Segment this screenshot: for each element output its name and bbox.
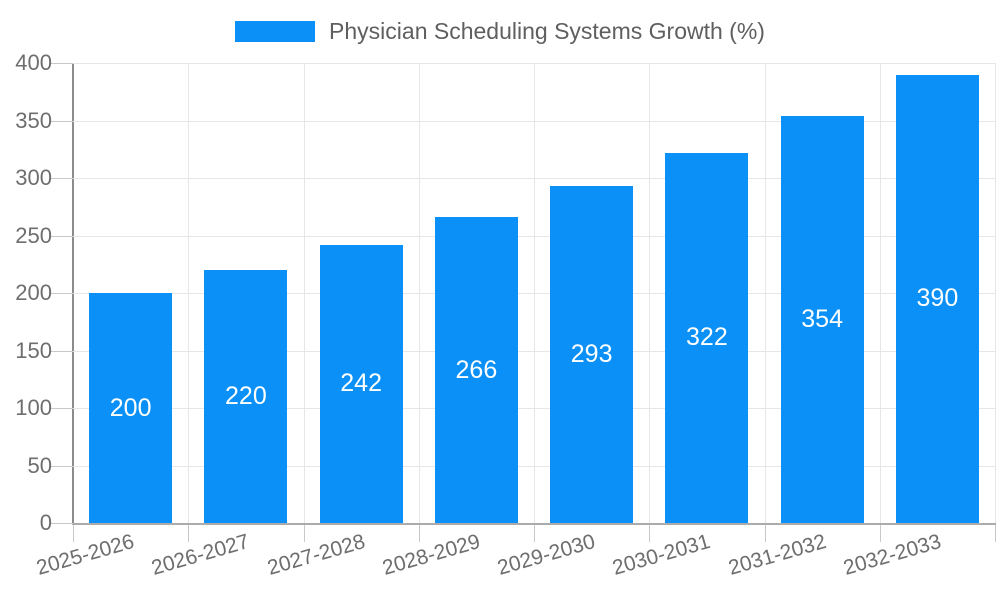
x-gridline xyxy=(995,63,996,523)
bar-value-label: 220 xyxy=(225,382,267,410)
bar[interactable]: 322 xyxy=(665,152,749,523)
y-axis-tick-label: 0 xyxy=(39,510,52,535)
y-tick-mark xyxy=(51,120,73,122)
y-tick-mark xyxy=(51,63,73,64)
x-axis-tick-label: 2025-2026 xyxy=(34,530,137,580)
x-gridline xyxy=(764,63,766,523)
x-gridline xyxy=(188,63,190,523)
y-tick-mark xyxy=(51,523,73,524)
bar-value-label: 354 xyxy=(801,304,843,333)
x-gridline xyxy=(303,63,305,523)
x-tick-mark xyxy=(188,525,190,542)
x-gridline xyxy=(418,63,420,523)
x-gridline xyxy=(534,63,535,523)
x-axis-tick-label: 2026-2027 xyxy=(149,530,253,580)
x-tick-mark xyxy=(303,525,305,542)
x-tick-mark xyxy=(73,525,74,542)
y-axis-tick-label: 300 xyxy=(15,165,52,190)
bar[interactable]: 242 xyxy=(319,244,403,523)
y-tick-mark xyxy=(51,178,73,179)
bar-value-label: 293 xyxy=(570,340,613,369)
x-axis-tick-label: 2029-2030 xyxy=(495,530,598,580)
y-axis: 0 50 100 150 200 250 300 350 400 xyxy=(0,52,52,534)
bar[interactable]: 293 xyxy=(550,186,634,523)
x-tick-mark xyxy=(534,525,535,542)
x-axis-tick-label: 2027-2028 xyxy=(264,530,368,580)
x-axis-line xyxy=(72,523,996,525)
bar-value-label: 322 xyxy=(686,323,728,352)
bar-value-label: 266 xyxy=(455,355,498,384)
y-tick-mark xyxy=(51,408,73,409)
x-gridline xyxy=(649,63,651,523)
y-axis-tick-label: 400 xyxy=(15,50,52,75)
y-tick-mark xyxy=(51,235,73,237)
x-tick-mark xyxy=(995,525,996,542)
y-tick-mark xyxy=(51,293,73,294)
x-tick-mark xyxy=(418,525,420,542)
bar-value-label: 200 xyxy=(109,393,152,422)
x-tick-mark xyxy=(764,525,766,542)
legend[interactable]: Physician Scheduling Systems Growth (%) xyxy=(0,17,1000,47)
x-axis-tick-label: 2031-2032 xyxy=(725,530,829,580)
x-axis-tick-label: 2030-2031 xyxy=(610,530,714,580)
x-axis: 2025-2026 2026-2027 2027-2028 2028-2029 2029… xyxy=(34,530,995,600)
legend-swatch-icon xyxy=(235,21,316,43)
y-tick-mark xyxy=(51,465,73,467)
bar-value-label: 242 xyxy=(340,369,382,398)
x-axis-tick-label: 2032-2033 xyxy=(840,530,944,580)
bar-value-label: 390 xyxy=(916,284,959,313)
y-axis-tick-label: 250 xyxy=(15,222,52,248)
plot-area: 200 220 242 266 293 322 354 390 xyxy=(51,63,996,542)
y-axis-tick-label: 200 xyxy=(15,280,52,305)
x-axis-tick-label: 2028-2029 xyxy=(379,530,483,580)
y-axis-tick-label: 150 xyxy=(15,337,52,363)
y-axis-tick-label: 350 xyxy=(15,107,52,133)
legend-label: Physician Scheduling Systems Growth (%) xyxy=(329,18,765,44)
bar[interactable]: 266 xyxy=(434,217,518,523)
x-tick-mark xyxy=(649,525,651,542)
y-axis-tick-label: 100 xyxy=(15,395,52,420)
x-tick-mark xyxy=(879,525,881,542)
y-tick-mark xyxy=(51,350,73,352)
y-axis-tick-label: 50 xyxy=(27,452,52,478)
x-gridline xyxy=(879,63,881,523)
bar[interactable]: 390 xyxy=(895,74,979,523)
bar[interactable]: 200 xyxy=(89,293,173,523)
bar[interactable]: 220 xyxy=(204,270,288,523)
bar[interactable]: 354 xyxy=(780,115,864,523)
